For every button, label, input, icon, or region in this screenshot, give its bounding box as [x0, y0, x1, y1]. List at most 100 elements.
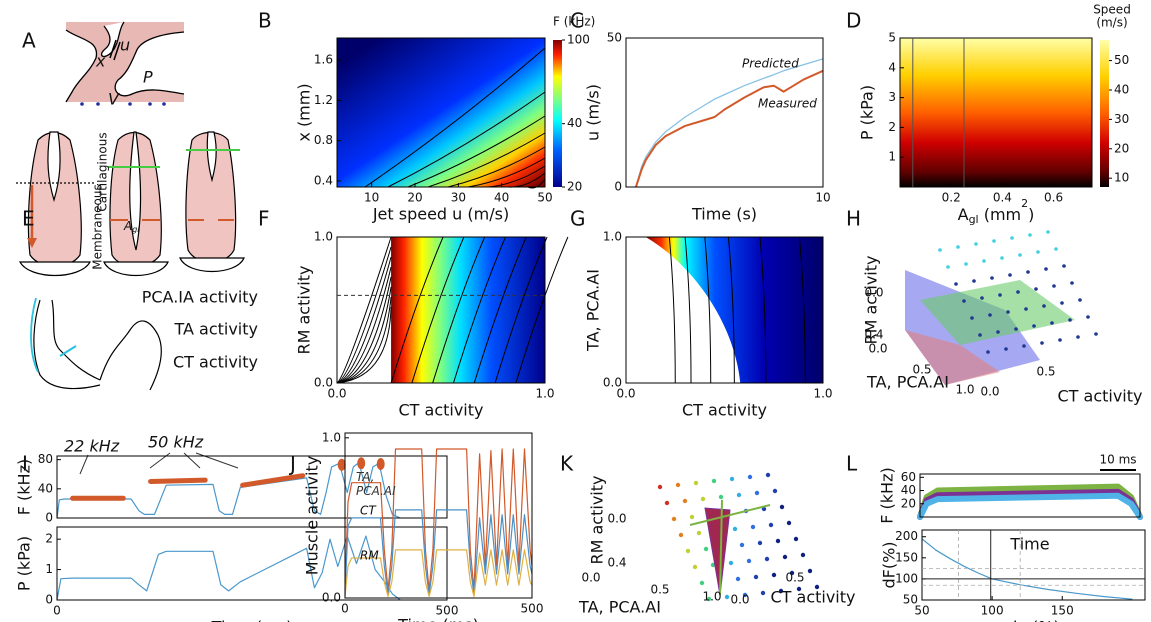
- colorbar-tick-label: 100: [567, 33, 590, 47]
- grid-dot: [671, 516, 677, 522]
- contour-line: [668, 236, 676, 384]
- y-axis-label: F (kHz): [15, 459, 34, 515]
- tick-label: 0.0: [607, 512, 626, 526]
- x-tick-label: 30: [451, 191, 466, 205]
- grid-dot: [1040, 341, 1044, 345]
- grid-dot: [772, 488, 778, 494]
- legend-entry: RM: [360, 549, 379, 563]
- grid-dot: [729, 476, 735, 482]
- contour-line: [407, 115, 546, 188]
- grid-dot: [1046, 230, 1050, 234]
- contour-line: [427, 132, 546, 188]
- contour-line: [704, 236, 712, 384]
- y-tick-label: 1.2: [314, 93, 333, 107]
- grid-dot: [789, 570, 795, 576]
- grid-dot: [746, 558, 752, 564]
- grid-dot: [1026, 270, 1030, 274]
- data-line: [344, 549, 533, 597]
- scale-bar-label: 10 ms: [1099, 453, 1136, 467]
- contour-line: [727, 236, 735, 384]
- panel-letter: C: [570, 9, 584, 33]
- grid-dot: [703, 546, 709, 552]
- grid-dot: [732, 526, 738, 532]
- colorbar-tick-label: 50: [1114, 53, 1129, 67]
- x-axis-label: Time (ms): [211, 618, 293, 622]
- y-tick-label: 2: [45, 532, 53, 546]
- grid-dot: [747, 474, 753, 480]
- grid-dot: [1070, 281, 1074, 285]
- x-axis-label: Time: [1009, 535, 1049, 554]
- contour-line: [336, 306, 392, 384]
- colorbar-label: (m/s): [1096, 16, 1127, 30]
- grid-dot: [757, 540, 763, 546]
- x-tick-label: 0.0: [327, 387, 346, 401]
- y-tick-label: 3: [888, 90, 896, 104]
- trajectory: [689, 499, 771, 596]
- colorbar-tick-label: 10: [1114, 171, 1129, 185]
- y-tick-label: 50: [607, 31, 622, 45]
- diagram-label: x: [95, 52, 106, 71]
- y-axis-label: P (kPa): [15, 536, 34, 591]
- x-tick-label: 0: [53, 604, 61, 618]
- colorbar-tick-label: 40: [567, 116, 582, 130]
- x-axis-label-part: (mm: [979, 205, 1022, 224]
- x-axis-label: CT activity: [398, 401, 483, 420]
- x-tick-label: 0.4: [993, 191, 1012, 205]
- y-tick-label: 0.0: [314, 376, 333, 390]
- grid-dot: [1060, 301, 1064, 305]
- grid-dot: [678, 532, 684, 538]
- y-tick-label: 1.6: [314, 53, 333, 67]
- y-axis-label: dF(%): [880, 541, 899, 588]
- grid-dot: [996, 330, 1000, 334]
- contour-line: [798, 236, 806, 384]
- contour-line: [515, 236, 569, 384]
- grid-dot: [938, 248, 942, 252]
- grid-dot: [664, 500, 670, 506]
- data-point: [357, 457, 366, 470]
- x-tick-label: 50: [537, 191, 552, 205]
- data-line: [56, 462, 401, 519]
- grid-dot: [974, 242, 978, 246]
- diagram-label: Cartilaginous: [96, 132, 110, 211]
- grid-dot: [753, 574, 759, 580]
- y-tick-label: 0: [45, 593, 53, 607]
- y-tick-label: 100: [895, 571, 918, 585]
- grid-dot: [706, 596, 712, 602]
- grid-dot: [699, 580, 705, 586]
- tick-label: 0.0: [980, 385, 999, 399]
- z-axis-label: RM activity: [862, 256, 881, 345]
- grid-dot: [692, 564, 698, 570]
- colorbar-tick-label: 40: [1114, 82, 1129, 96]
- grid-dot: [760, 590, 766, 596]
- y-tick-label: 1: [45, 562, 53, 576]
- grid-dot: [1008, 273, 1012, 277]
- grid-dot: [954, 282, 958, 286]
- diagram-label: Membraneous: [91, 184, 105, 270]
- grid-dot: [1006, 310, 1010, 314]
- panel-letter: A: [22, 29, 36, 53]
- surface: [920, 280, 1075, 345]
- tick-label: 0.5: [650, 583, 669, 597]
- grid-dot: [1014, 327, 1018, 331]
- y-tick-label: 2: [888, 120, 896, 134]
- colorbar: [553, 40, 562, 187]
- grid-dot: [814, 584, 820, 590]
- diagram-label: Agl: [123, 219, 140, 234]
- y-axis-label: u (m/s): [584, 84, 603, 141]
- heatmap-image: [337, 38, 545, 187]
- x-axis-label: CT activity: [1057, 387, 1142, 406]
- x-axis-label: Time (s): [691, 205, 757, 224]
- y-axis-label: RM activity: [295, 266, 314, 355]
- grid-dot: [764, 556, 770, 562]
- x-tick-label: 0.2: [942, 191, 961, 205]
- diagram-e: [16, 131, 245, 391]
- grid-dot: [1076, 335, 1080, 339]
- grid-dot: [1000, 256, 1004, 260]
- grid-dot: [710, 562, 716, 568]
- legend-entry: TA, PCA.AI: [356, 470, 396, 498]
- y-tick-label: 4: [888, 60, 896, 74]
- grid-dot: [1052, 284, 1056, 288]
- grid-dot: [765, 472, 771, 478]
- x-axis-label-part: gl: [969, 213, 979, 226]
- contour-line: [684, 236, 692, 384]
